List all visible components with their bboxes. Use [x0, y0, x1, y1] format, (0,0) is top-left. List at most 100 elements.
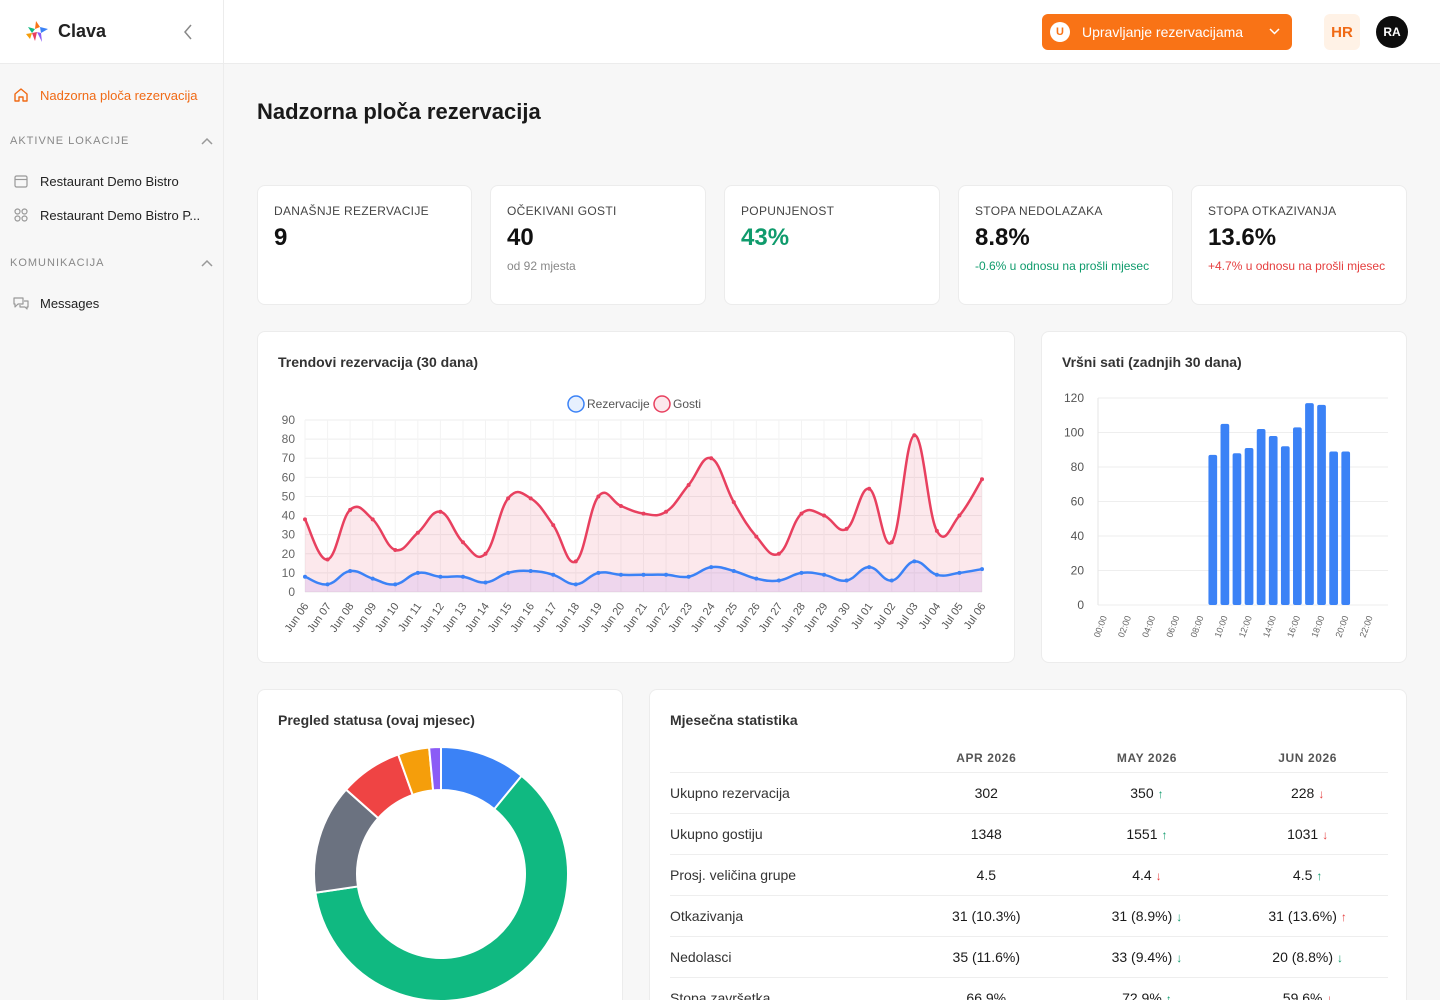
table-row: Otkazivanja 31 (10.3%) 31 (8.9%) ↓ 31 (13.6%… [670, 895, 1388, 937]
sidebar-item-location-2[interactable]: Restaurant Demo Bistro P... [0, 198, 223, 232]
cell-value: 31 (8.9%) [1111, 907, 1173, 924]
manage-badge: U [1050, 22, 1070, 42]
data-point [438, 574, 443, 579]
status-donut-chart [313, 745, 569, 1000]
chat-bubbles-icon [12, 294, 30, 312]
bar [1220, 423, 1230, 605]
legend-label: Gosti [673, 397, 701, 411]
x-tick-label: 16:00 [1285, 614, 1302, 639]
data-point [980, 477, 984, 482]
data-point [483, 580, 488, 585]
bar [1341, 451, 1351, 605]
data-point [776, 551, 781, 556]
bar [1268, 435, 1278, 605]
sidebar-item-dashboard[interactable]: Nadzorna ploča rezervacija [0, 78, 223, 112]
x-tick-label: Jul 02 [872, 601, 899, 632]
data-point [303, 574, 307, 579]
table-cell: 1348 [905, 813, 1067, 855]
bar [1232, 453, 1242, 605]
status-overview-card: Pregled statusa (ovaj mjesec) [257, 689, 623, 1000]
row-label: Ukupno gostiju [670, 813, 906, 855]
cell-value: 4.5 [1292, 866, 1313, 883]
kpi-change: -0.6% u odnosu na prošli mjesec [975, 259, 1150, 273]
y-tick-label: 40 [1071, 529, 1085, 543]
cell-value: 228 [1290, 784, 1315, 801]
legend-swatch [653, 395, 671, 413]
table-cell: 4.5 [905, 854, 1067, 896]
data-point [370, 517, 375, 522]
kpi-card-expected-guests: OČEKIVANI GOSTI 40 od 92 mjesta [490, 185, 706, 305]
data-point [460, 574, 465, 579]
y-tick-label: 40 [282, 509, 296, 523]
kpi-card-cancellation-rate: STOPA OTKAZIVANJA 13.6% +4.7% u odnosu n… [1191, 185, 1407, 305]
table-title: Mjesečna statistika [670, 712, 798, 728]
bar [1305, 403, 1314, 605]
cell-value: 72.9% [1122, 989, 1162, 1000]
column-header-empty [670, 744, 906, 773]
cell-value: 59.6% [1282, 989, 1323, 1000]
chevron-up-icon[interactable] [201, 256, 213, 270]
cell-value: 20 (8.8%) [1272, 948, 1333, 965]
data-point [799, 511, 804, 516]
chevron-up-icon[interactable] [201, 134, 213, 148]
data-point [551, 572, 556, 577]
arrow-down-icon: ↓ [1176, 950, 1183, 965]
calendar-icon [12, 172, 30, 190]
cell-value: 1031 [1287, 825, 1319, 842]
cell-value: 4.5 [976, 866, 996, 883]
bar [1208, 454, 1218, 605]
avatar[interactable]: RA [1376, 16, 1408, 48]
sidebar-collapse-button[interactable] [178, 20, 198, 44]
x-tick-label: Jul 06 [962, 601, 989, 632]
x-tick-label: 20:00 [1333, 614, 1350, 639]
table-cell: 35 (11.6%) [905, 936, 1067, 978]
x-tick-label: Jun 30 [824, 601, 853, 635]
section-active-locations[interactable]: AKTIVNE LOKACIJE [0, 128, 223, 154]
sidebar-item-messages[interactable]: Messages [0, 286, 223, 320]
data-point [754, 534, 759, 539]
x-tick-label: 04:00 [1140, 614, 1157, 639]
data-point [822, 513, 827, 518]
arrow-down-icon: ↓ [1322, 827, 1329, 842]
data-point [325, 582, 330, 587]
data-point [867, 565, 872, 570]
y-tick-label: 100 [1064, 426, 1084, 440]
arrow-down-icon: ↓ [1176, 909, 1183, 924]
data-point [506, 496, 511, 501]
data-point [303, 517, 307, 522]
manage-reservations-button[interactable]: U Upravljanje rezervacijama [1042, 14, 1292, 50]
data-point [348, 507, 353, 512]
arrow-up-icon: ↑ [1316, 868, 1323, 883]
table-cell: 1551 ↑ [1066, 813, 1228, 855]
y-tick-label: 10 [282, 566, 296, 580]
kpi-value: 40 [507, 224, 534, 251]
data-point [934, 528, 939, 533]
sidebar-item-location-1[interactable]: Restaurant Demo Bistro [0, 164, 223, 198]
grid-icon [12, 206, 30, 224]
data-point [483, 551, 488, 556]
y-tick-label: 20 [1071, 564, 1085, 578]
y-tick-label: 70 [282, 451, 296, 465]
y-tick-label: 50 [282, 489, 296, 503]
data-point [686, 574, 691, 579]
arrow-down-icon: ↓ [1326, 991, 1333, 1000]
table-cell: 33 (9.4%) ↓ [1066, 936, 1228, 978]
data-point [799, 570, 804, 575]
language-switcher[interactable]: HR [1324, 14, 1360, 50]
sidebar-item-label: Messages [40, 295, 100, 311]
cell-value: 31 (10.3%) [952, 907, 1021, 924]
cell-value: 1348 [970, 825, 1002, 842]
topbar: U Upravljanje rezervacijama HR RA [224, 0, 1440, 64]
x-tick-label: 02:00 [1116, 614, 1133, 639]
kpi-label: POPUNJENOST [741, 204, 835, 218]
data-point [528, 568, 533, 573]
row-label: Ukupno rezervacija [670, 772, 906, 814]
data-point [618, 572, 623, 577]
y-tick-label: 80 [1071, 460, 1085, 474]
cell-value: 35 (11.6%) [952, 948, 1020, 965]
y-tick-label: 0 [288, 585, 295, 599]
data-point [754, 576, 759, 581]
arrow-up-icon: ↑ [1157, 786, 1164, 801]
section-communication[interactable]: KOMUNIKACIJA [0, 250, 223, 276]
